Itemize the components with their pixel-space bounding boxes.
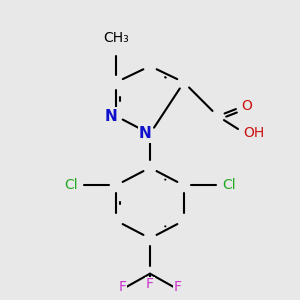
Text: F: F (118, 280, 126, 294)
Text: O: O (241, 99, 252, 113)
Text: F: F (146, 277, 154, 291)
Text: N: N (139, 126, 152, 141)
Text: CH₃: CH₃ (103, 32, 129, 46)
Text: Cl: Cl (222, 178, 236, 192)
Text: Cl: Cl (64, 178, 78, 192)
Text: N: N (105, 109, 118, 124)
Text: F: F (174, 280, 182, 294)
Text: OH: OH (243, 126, 264, 140)
